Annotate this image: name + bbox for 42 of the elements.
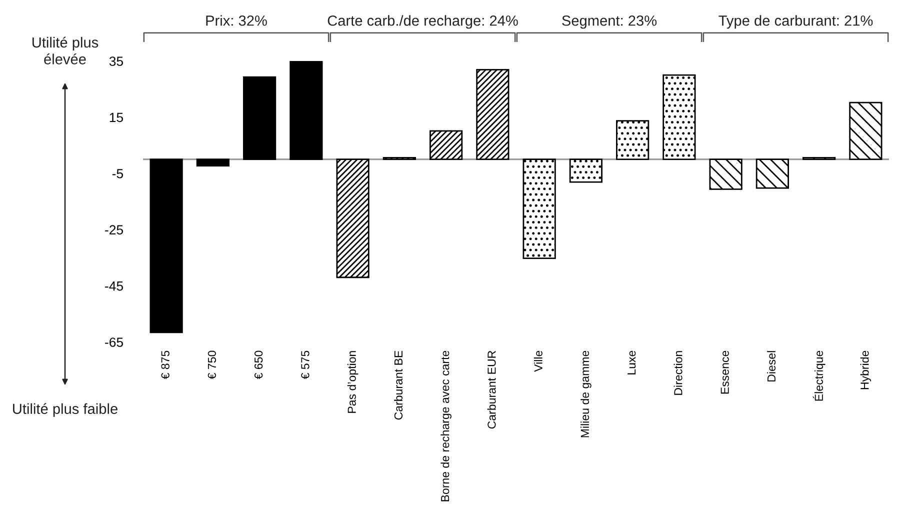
bar <box>243 76 276 160</box>
bar <box>662 74 696 160</box>
bar <box>616 120 650 160</box>
x-tick-label: € 575 <box>301 350 310 380</box>
bar <box>150 158 183 334</box>
x-tick-label: Borne de recharge avec carte <box>440 350 452 502</box>
x-tick-label: Essence <box>720 350 729 394</box>
x-tick-label: Direction <box>674 351 682 395</box>
x-tick-label: Luxe <box>628 350 636 374</box>
x-tick-label: € 750 <box>208 350 216 380</box>
bar <box>849 102 882 160</box>
x-tick-label: Ville <box>534 350 542 372</box>
text: Prix: 32% <box>206 15 267 26</box>
y-tick-label: 15 <box>110 112 124 122</box>
x-tick-label: Carburant EUR <box>487 350 496 429</box>
text: Utilité plus faible <box>13 403 118 417</box>
y-tick-label: 35 <box>109 56 124 66</box>
y-tick-label: -45 <box>105 282 124 291</box>
bar <box>756 158 789 189</box>
bar <box>709 158 742 190</box>
bar <box>430 130 463 160</box>
bar <box>336 158 370 278</box>
x-tick-label: € 650 <box>254 350 263 380</box>
bar <box>569 158 602 183</box>
y-tick-label: -65 <box>105 338 124 347</box>
x-tick-label: Diesel <box>767 351 776 382</box>
x-tick-label: Carburant BE <box>394 350 403 420</box>
x-tick-label: Hybride <box>860 350 872 390</box>
bar <box>196 158 230 167</box>
x-tick-label: Électrique <box>812 350 826 401</box>
text: Segment: 23% <box>562 15 657 29</box>
bar <box>476 69 510 160</box>
y-tick-label: -25 <box>105 225 124 235</box>
y-tick-label: -5 <box>112 169 124 178</box>
text: Type de carburant: 21% <box>718 15 873 29</box>
x-tick-label: Pas d’option <box>347 351 358 413</box>
text: Carte carb./de recharge: 24% <box>328 15 518 29</box>
x-tick-label: Milieu de gamme <box>580 350 592 438</box>
bar <box>522 158 556 259</box>
x-tick-label: € 875 <box>161 350 170 380</box>
text: Utilité plus élevée <box>32 36 98 64</box>
bar <box>290 61 323 160</box>
